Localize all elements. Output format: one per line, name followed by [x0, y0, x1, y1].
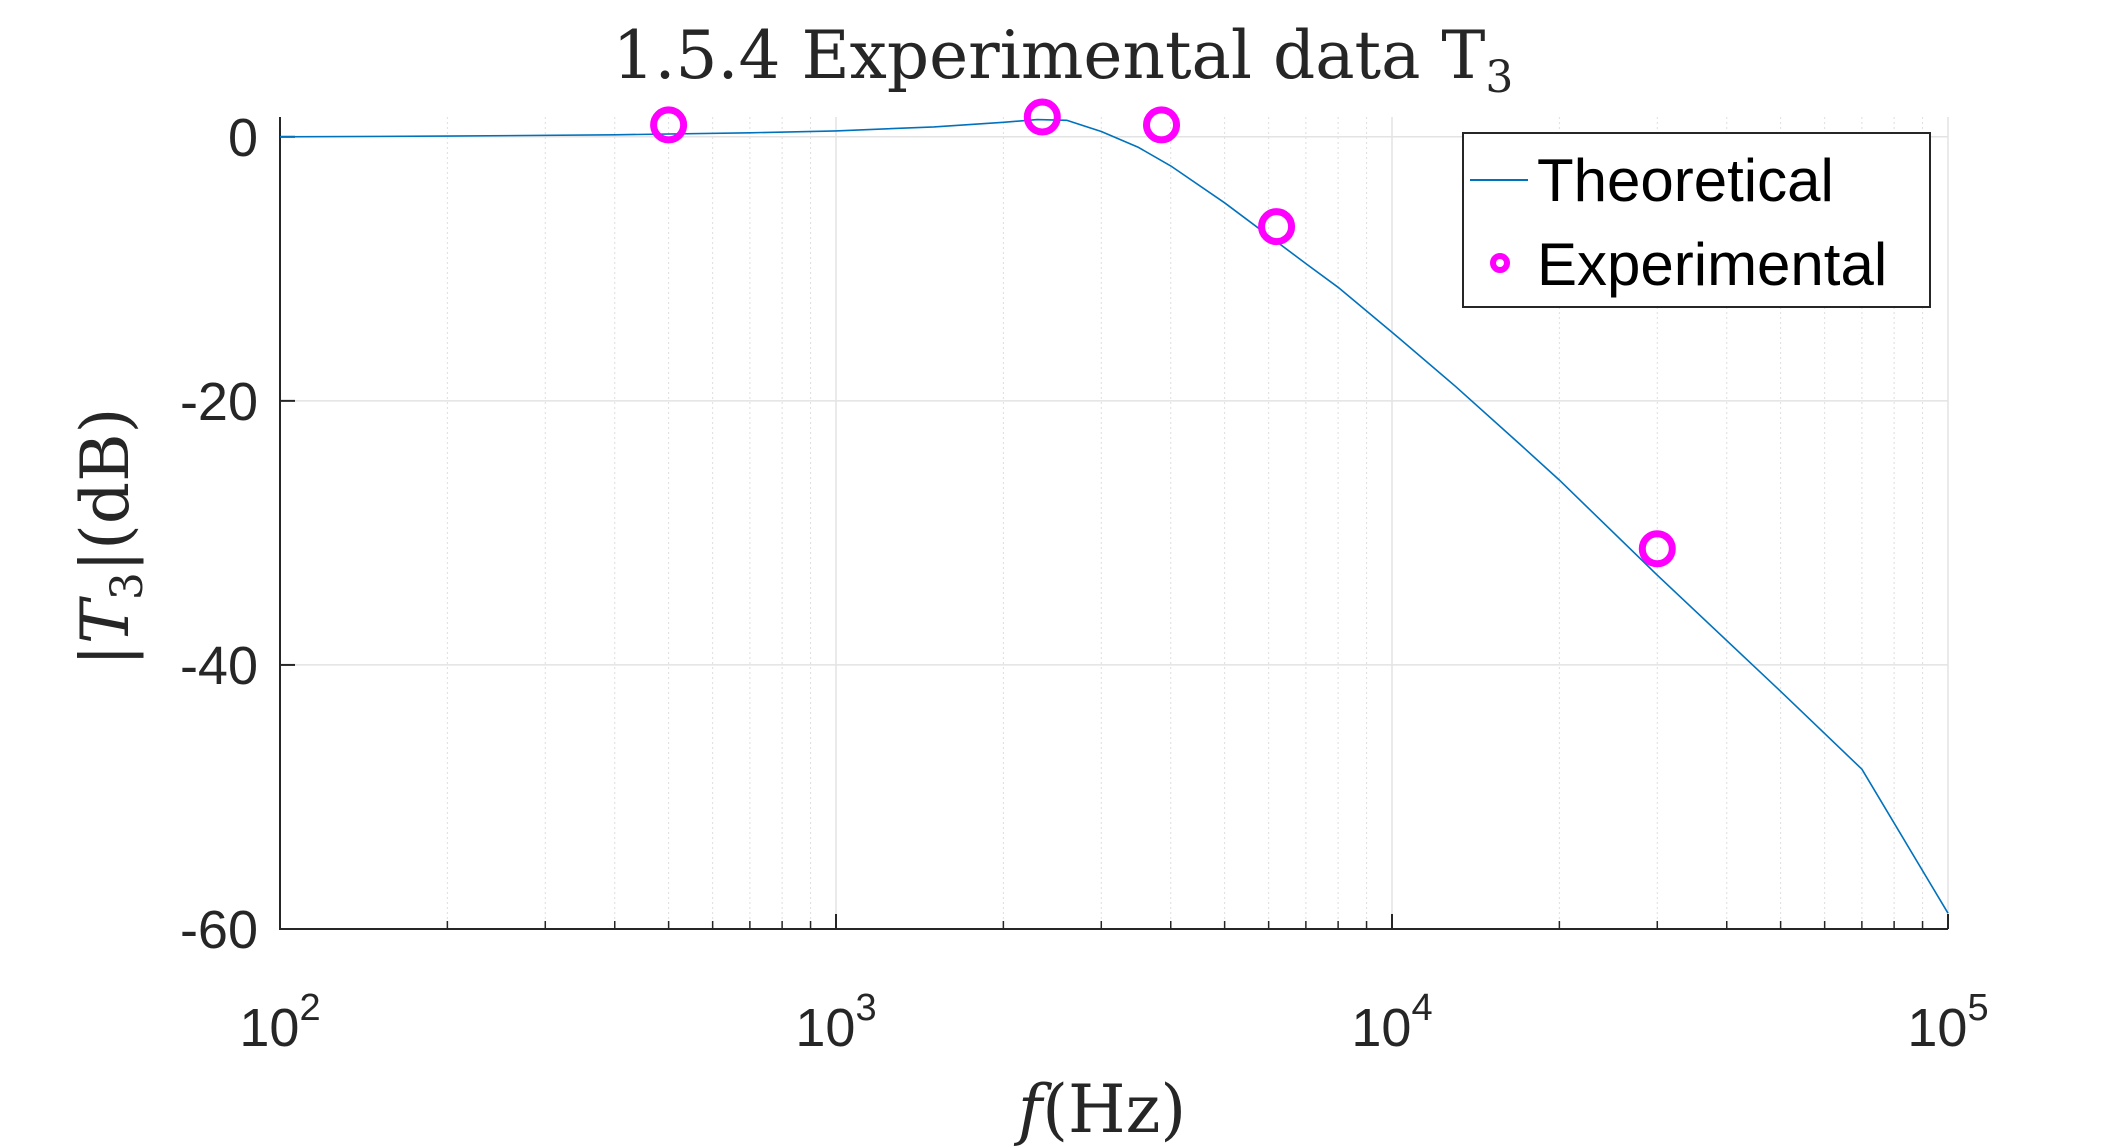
y-axis-label-open: |: [67, 644, 144, 666]
legend: Theoretical Experimental: [1462, 132, 1931, 308]
series-line-theoretical: [279, 118, 1949, 914]
x-tick-label: 105: [1907, 987, 1988, 1058]
x-tick-label: 102: [239, 987, 320, 1058]
y-axis-label-variable: T: [67, 595, 144, 644]
x-tick-label: 104: [1351, 987, 1432, 1058]
y-tick-label: -60: [180, 900, 258, 960]
series-markers: [650, 98, 1676, 568]
y-axis-label-subscript: 3: [102, 572, 153, 600]
x-axis-label-unit: (Hz): [1042, 1071, 1186, 1147]
legend-box: [1462, 132, 1931, 308]
experimental-point: [1258, 208, 1296, 246]
x-tick-labels: 102 103 104 105: [239, 987, 1988, 1058]
chart-title: 1.5.4 Experimental data T3: [613, 17, 1514, 103]
chart-title-main: 1.5.4 Experimental data T: [613, 17, 1486, 94]
y-axis-label-unit: |(dB): [67, 408, 144, 572]
experimental-point: [650, 106, 688, 144]
series-lines: [279, 118, 1949, 914]
y-tick-labels: 0 -20 -40 -60: [180, 108, 258, 960]
y-axis-label: |T3|(dB): [67, 408, 153, 667]
experimental-point: [1638, 530, 1676, 568]
y-tick-label: 0: [228, 108, 258, 168]
grid: [279, 117, 1949, 930]
chart-title-subscript: 3: [1485, 52, 1513, 103]
legend-label-experimental: Experimental: [1537, 231, 1887, 298]
y-tick-label: -40: [180, 636, 258, 696]
x-axis-label: f(Hz): [1013, 1071, 1186, 1147]
experimental-point: [1143, 106, 1181, 144]
legend-marker-sample: [1490, 253, 1510, 273]
legend-label-theoretical: Theoretical: [1537, 147, 1834, 214]
y-tick-label: -20: [180, 372, 258, 432]
x-tick-label: 103: [795, 987, 876, 1058]
experimental-point: [1023, 98, 1061, 136]
